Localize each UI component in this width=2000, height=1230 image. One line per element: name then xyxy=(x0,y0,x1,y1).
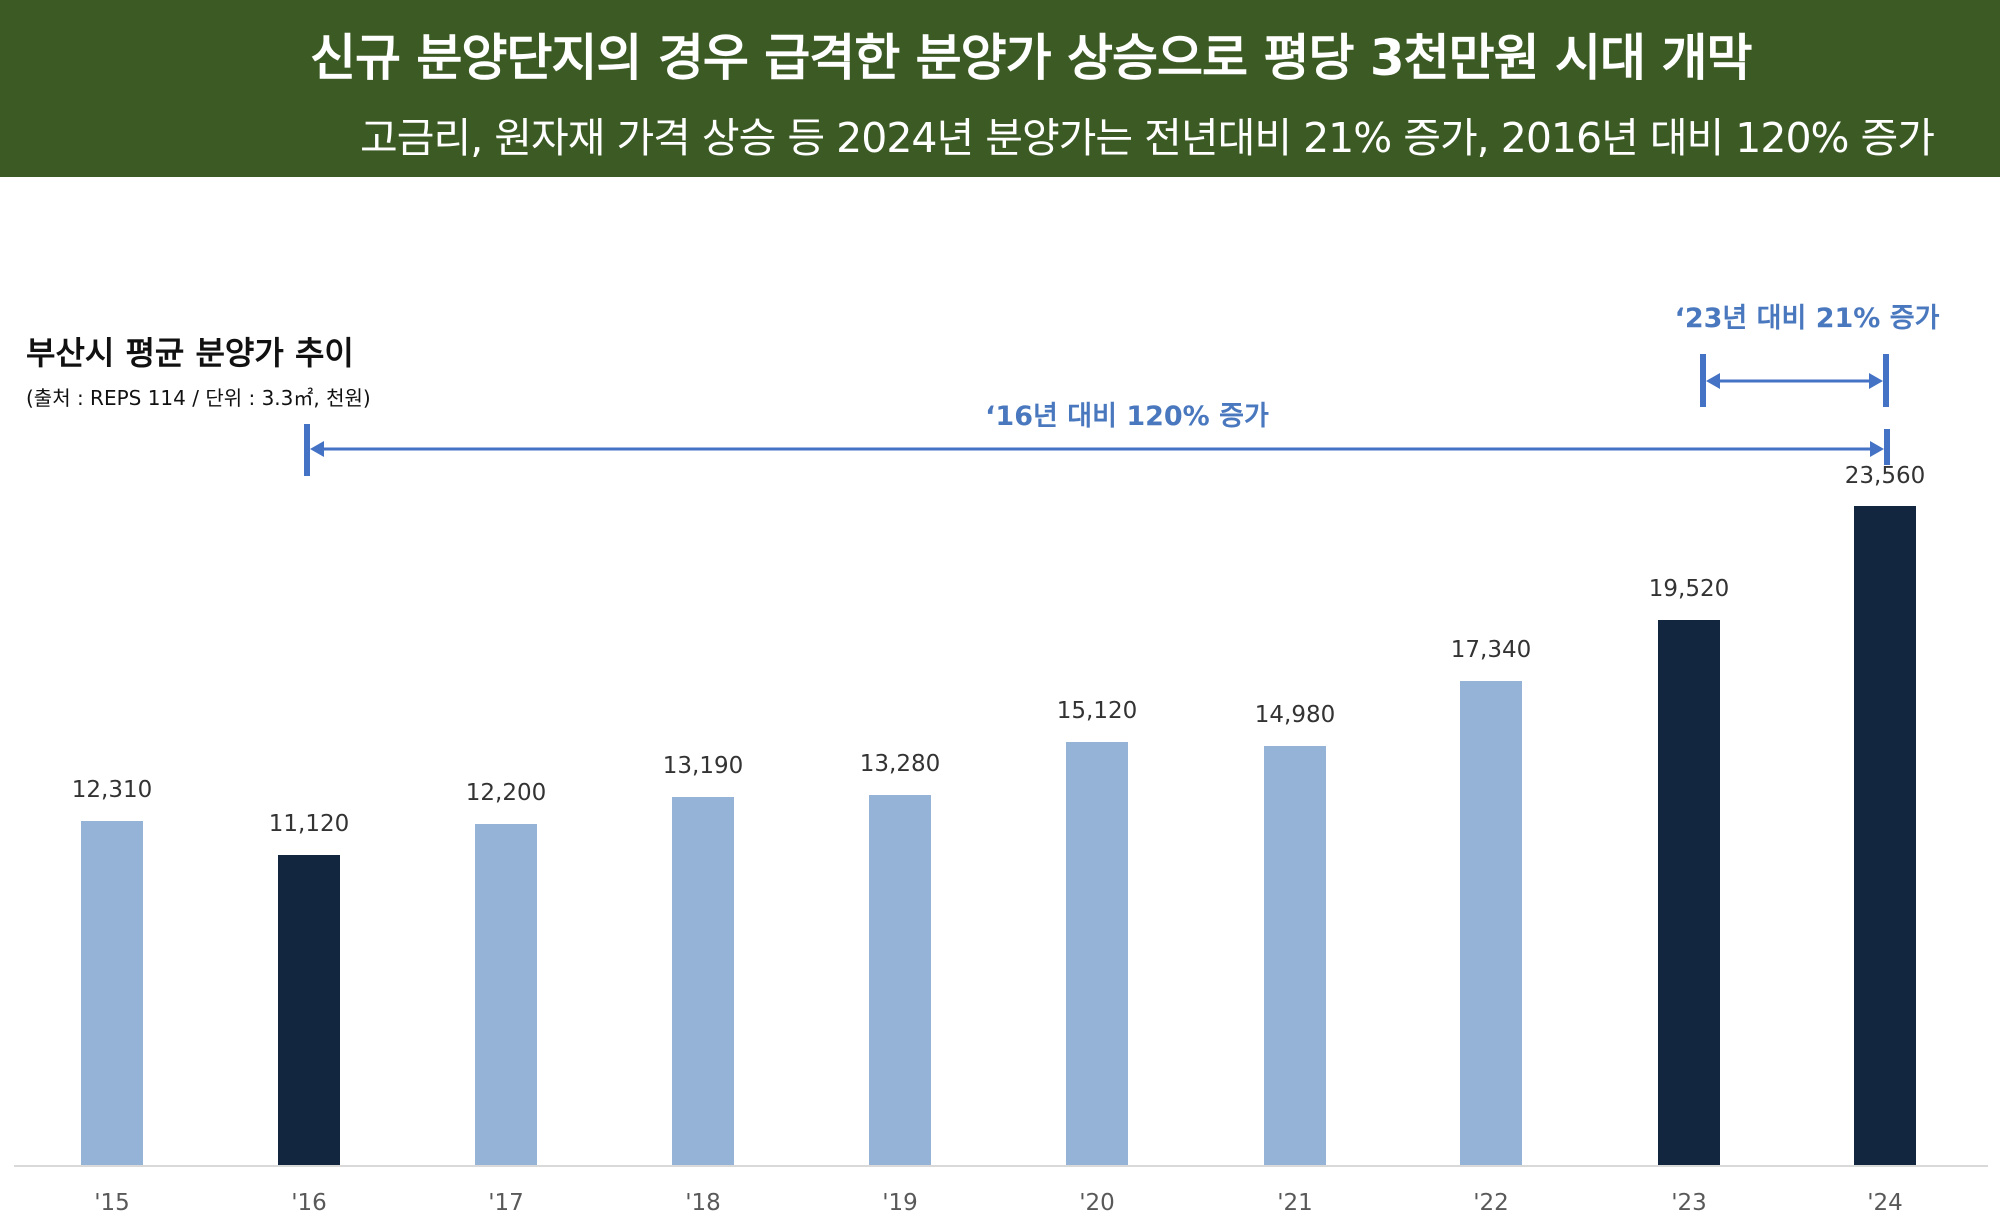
bar-2022 xyxy=(1460,681,1522,1165)
page-title: 신규 분양단지의 경우 급격한 분양가 상승으로 평당 3천만원 시대 개막 xyxy=(310,29,1752,87)
bar-2020 xyxy=(1066,742,1128,1165)
header-banner: 신규 분양단지의 경우 급격한 분양가 상승으로 평당 3천만원 시대 개막 고… xyxy=(0,0,2000,177)
value-label-2020: 15,120 xyxy=(1056,698,1138,724)
value-label-2018: 13,190 xyxy=(662,753,744,779)
bar-2017 xyxy=(475,824,537,1165)
value-label-2021: 14,980 xyxy=(1254,702,1336,728)
arrow-2023-2024 xyxy=(1700,354,1889,407)
value-label-2024: 23,560 xyxy=(1844,463,1926,489)
chart-title: 부산시 평균 분양가 추이 xyxy=(26,334,354,372)
bar-2019 xyxy=(869,795,931,1165)
x-label-2024: '24 xyxy=(1867,1190,1903,1216)
value-label-2015: 12,310 xyxy=(71,777,153,803)
value-label-2016: 11,120 xyxy=(268,811,350,837)
x-label-2019: '19 xyxy=(882,1190,918,1216)
value-label-2017: 12,200 xyxy=(465,780,547,806)
x-label-2017: '17 xyxy=(488,1190,524,1216)
value-label-2022: 17,340 xyxy=(1450,637,1532,663)
bar-2018 xyxy=(672,797,734,1165)
x-label-2015: '15 xyxy=(94,1190,130,1216)
annotation-since-2023: ‘23년 대비 21% 증가 xyxy=(1674,303,1940,334)
x-label-2018: '18 xyxy=(685,1190,721,1216)
arrow-2016-2024 xyxy=(304,424,1890,476)
x-label-2021: '21 xyxy=(1277,1190,1313,1216)
bar-2021 xyxy=(1264,746,1326,1165)
x-label-2022: '22 xyxy=(1473,1190,1509,1216)
bar-2023 xyxy=(1658,620,1720,1165)
x-axis-line xyxy=(14,1165,1988,1167)
bar-2016 xyxy=(278,855,340,1165)
bar-2015 xyxy=(81,821,143,1165)
x-label-2023: '23 xyxy=(1671,1190,1707,1216)
x-label-2016: '16 xyxy=(291,1190,327,1216)
value-label-2023: 19,520 xyxy=(1648,576,1730,602)
value-label-2019: 13,280 xyxy=(859,751,941,777)
x-label-2020: '20 xyxy=(1079,1190,1115,1216)
chart-source-note: (출처 : REPS 114 / 단위 : 3.3㎡, 천원) xyxy=(26,386,371,410)
page-subtitle: 고금리, 원자재 가격 상승 등 2024년 분양가는 전년대비 21% 증가,… xyxy=(360,114,1935,162)
bar-2024 xyxy=(1854,506,1916,1165)
annotation-since-2016: ‘16년 대비 120% 증가 xyxy=(985,401,1269,432)
